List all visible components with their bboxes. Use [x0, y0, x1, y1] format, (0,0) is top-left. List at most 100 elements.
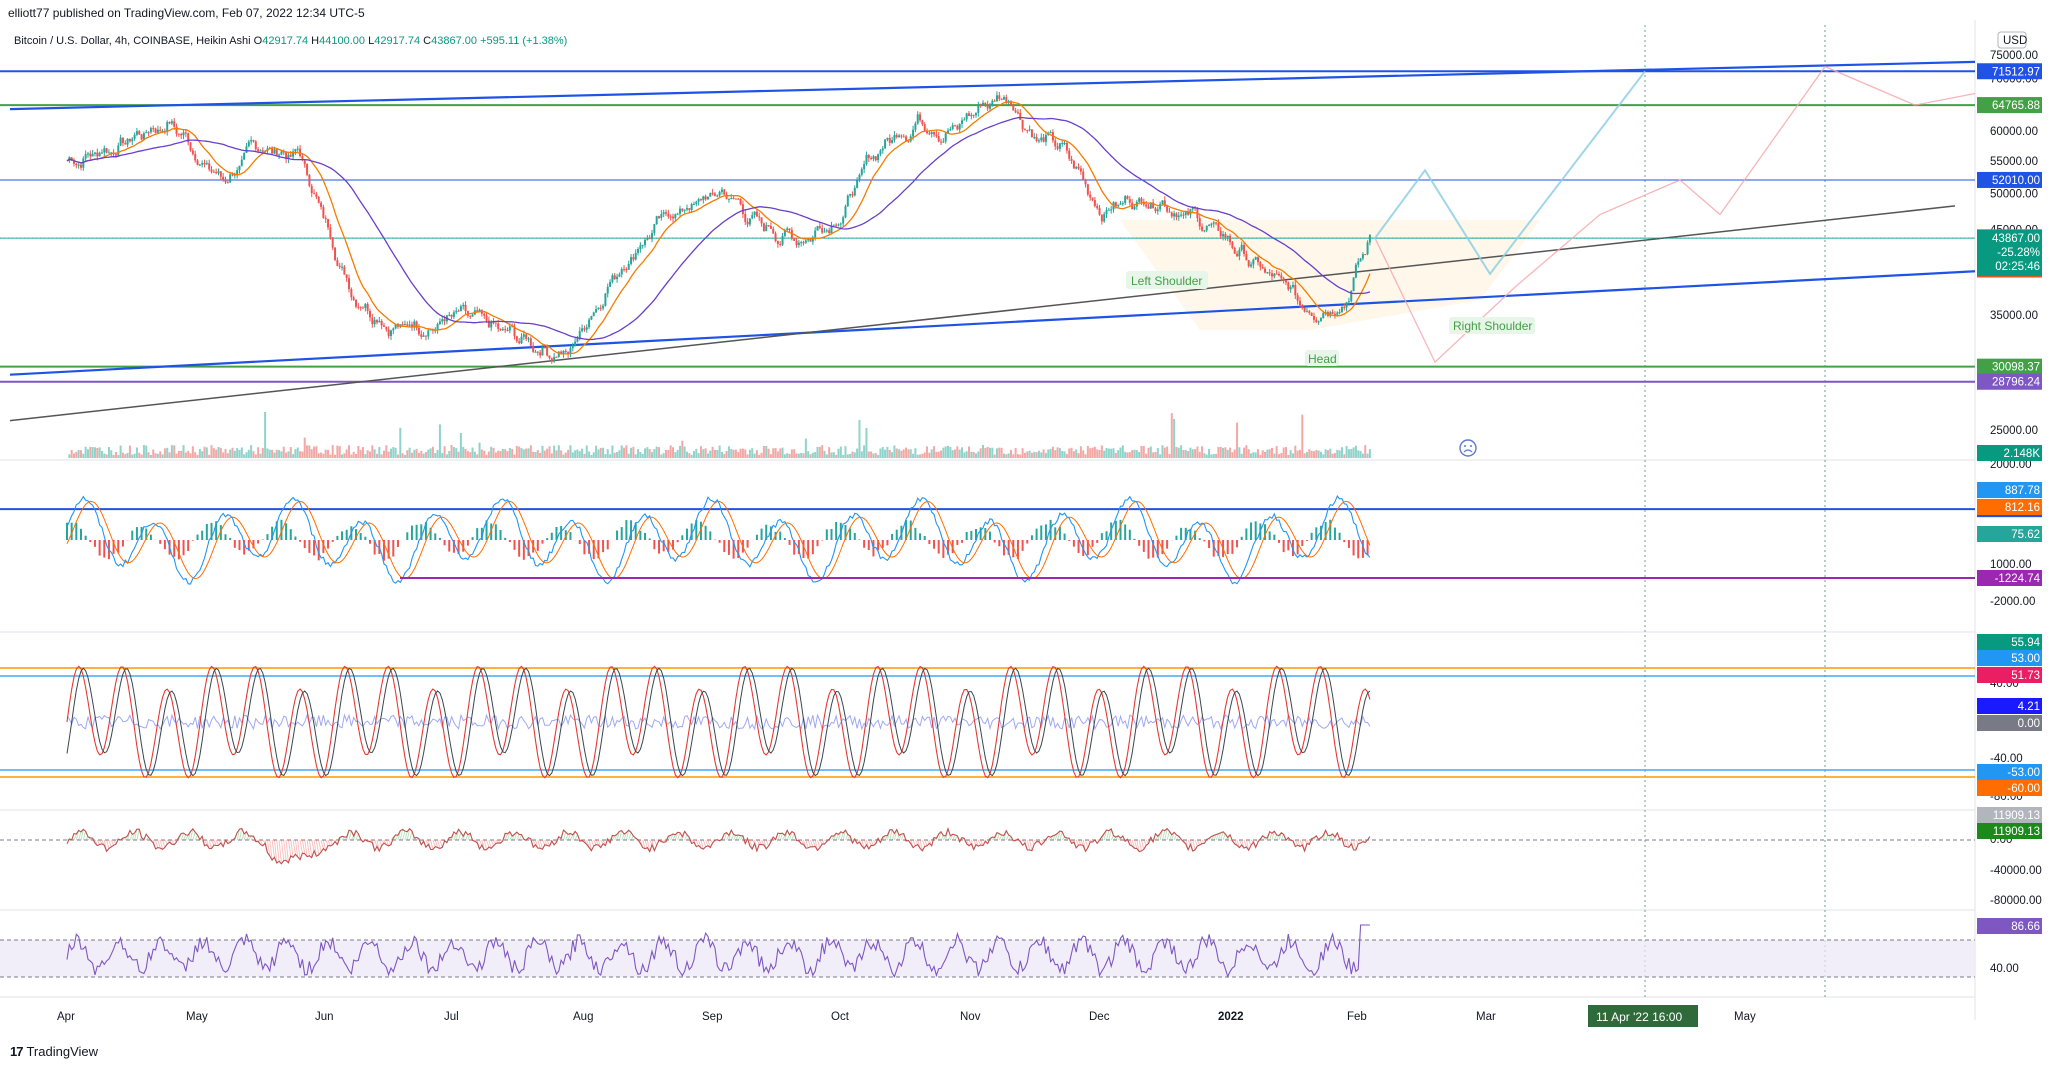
flow-bar — [926, 839, 930, 844]
volume-bar — [949, 446, 952, 458]
volume-bar — [1100, 445, 1103, 458]
flow-bar — [749, 839, 753, 850]
volume-bar — [415, 448, 418, 458]
candle-body — [1149, 202, 1152, 209]
macd-hist — [429, 527, 432, 540]
flow-bar — [810, 839, 814, 847]
osc-badge: 53.00 — [2011, 653, 2040, 665]
volume-bar — [401, 453, 404, 458]
macd-hist — [494, 524, 497, 540]
flow-bar — [758, 839, 763, 845]
flow-bar — [507, 831, 511, 841]
candle-body — [243, 152, 246, 160]
sad-face-icon[interactable] — [1459, 439, 1477, 457]
candle-body — [814, 230, 817, 238]
volume-bar — [1128, 452, 1131, 458]
macd-hist — [1282, 540, 1285, 553]
flow-bar — [467, 833, 471, 841]
volume-bar — [928, 452, 931, 458]
flow-bar — [670, 833, 674, 841]
volume-bar — [1250, 453, 1253, 458]
candle-body — [1145, 204, 1148, 207]
macd-hist — [1352, 540, 1355, 556]
candle-body — [1198, 218, 1201, 227]
candle-body — [1333, 313, 1336, 315]
flow-bar — [952, 834, 956, 841]
volume-bar — [72, 453, 75, 458]
flow-bar — [947, 835, 951, 841]
drawing-lines — [0, 60, 1976, 511]
time-axis[interactable]: Apr May Jun Jul Aug Sep Oct Nov Dec 2022 Feb Mar May — [57, 1011, 1756, 1023]
candle-body — [737, 198, 740, 200]
flow-bar — [1234, 839, 1238, 846]
macd-hist — [70, 522, 73, 540]
candle-body — [921, 120, 924, 125]
volume-bar — [187, 450, 190, 458]
flow-bar — [1276, 835, 1280, 841]
volume-bar — [898, 449, 901, 458]
candle-body — [949, 129, 952, 131]
volume-bar — [730, 449, 733, 458]
candle-body — [842, 217, 845, 224]
macd-hist — [1240, 536, 1243, 540]
candle-body — [483, 313, 486, 316]
candle-body — [1284, 280, 1287, 283]
flow-bar — [542, 839, 546, 845]
volume-bar — [1301, 414, 1304, 458]
macd-hist — [396, 540, 399, 547]
flow-bar — [1054, 833, 1059, 841]
volume-bar — [420, 450, 423, 458]
candle-body — [1133, 206, 1136, 210]
flow-bar — [164, 839, 168, 845]
candle-body — [329, 227, 332, 238]
candle-body — [240, 159, 243, 166]
candle-body — [226, 182, 229, 184]
candle-body — [385, 326, 388, 330]
candle-body — [1061, 142, 1064, 144]
macd-hist — [196, 534, 199, 540]
macd-hist — [1189, 528, 1192, 540]
volume-bar — [1261, 450, 1264, 458]
osc-badge-bg — [1977, 780, 2042, 796]
ma-fast-line — [66, 101, 1371, 355]
volume-bar — [441, 452, 444, 458]
candle-body — [863, 164, 866, 170]
macd-hist — [303, 540, 306, 549]
macd-hist — [1333, 527, 1336, 540]
candle-body — [250, 140, 253, 142]
flow-bar — [514, 831, 518, 841]
volume-bar — [993, 454, 996, 458]
candle-body — [856, 180, 859, 188]
macd-hist — [993, 540, 996, 543]
macd-hist — [835, 521, 838, 540]
volume-bar — [1240, 453, 1243, 458]
neckline — [9, 205, 1956, 422]
macd-hist — [1198, 538, 1201, 540]
volume-bar — [152, 449, 155, 458]
volume-bar — [1154, 452, 1157, 458]
volume-bar — [1061, 450, 1064, 458]
candle-body — [548, 355, 551, 359]
currency-label[interactable]: USD — [1997, 31, 2027, 49]
candle-body — [75, 163, 78, 166]
candle-body — [222, 176, 225, 181]
candle-body — [730, 198, 733, 200]
volume-bar — [914, 448, 917, 458]
flow-bar — [99, 839, 103, 845]
volume-bar — [387, 451, 390, 458]
flow-bar — [304, 839, 308, 857]
candle-body — [937, 136, 940, 142]
flow-bar — [311, 839, 315, 851]
candle-body — [1084, 179, 1087, 185]
candle-body — [313, 193, 316, 195]
volume-bar — [697, 453, 700, 458]
volume-bar — [1278, 454, 1280, 458]
candle-body — [788, 228, 791, 231]
flow-bar — [672, 834, 676, 841]
volume-bar — [702, 449, 705, 458]
volume-bar — [532, 451, 535, 458]
candle-body — [271, 147, 274, 154]
macd-hist — [658, 540, 661, 554]
candle-body — [795, 240, 798, 245]
